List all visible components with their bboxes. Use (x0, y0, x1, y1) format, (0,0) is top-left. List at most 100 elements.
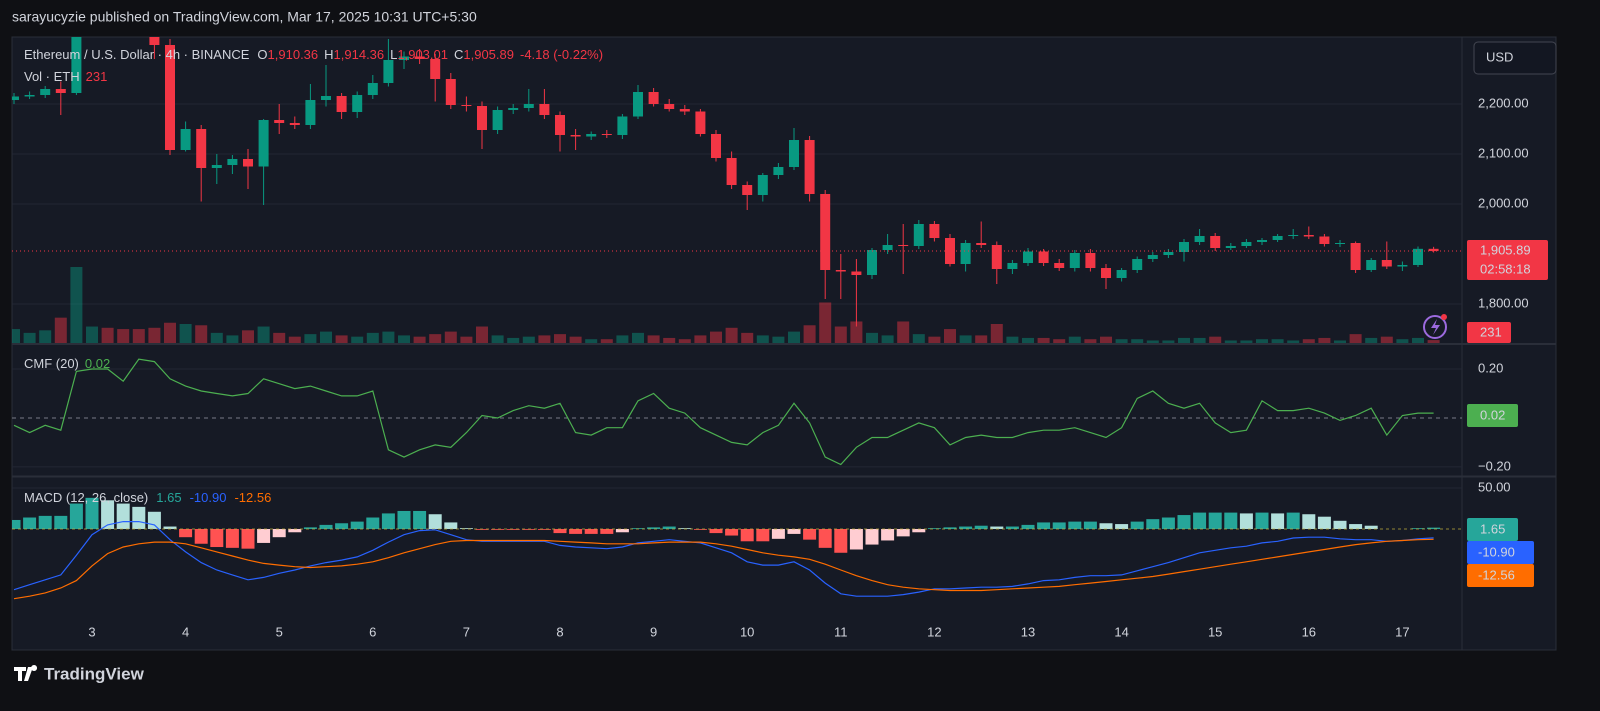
volume-bar (1412, 337, 1424, 343)
indicator-line (13, 538, 1434, 600)
candle-body (570, 135, 581, 137)
signal-box-label: -12.56 (1478, 567, 1515, 582)
histogram-bar (1349, 524, 1363, 529)
histogram-bar (1005, 526, 1019, 529)
histogram-bar (1037, 522, 1051, 529)
volume-bar (725, 327, 738, 343)
histogram-bar (849, 528, 863, 550)
countdown: 02:58:18 (1480, 261, 1531, 276)
candle-body (929, 224, 940, 238)
volume-bar (398, 335, 410, 343)
volume-bar (507, 337, 520, 343)
volume-bar (788, 331, 800, 343)
candle-body (555, 115, 565, 135)
volume-bar (585, 339, 598, 343)
ohlc-value: 1,903.01 (397, 47, 448, 62)
y-tick-label: 1,800.00 (1478, 295, 1529, 310)
histogram-bar (459, 528, 473, 529)
volume-bar (1162, 340, 1175, 343)
histogram-bar (132, 506, 146, 529)
volume-bar (647, 335, 660, 343)
histogram-bar (288, 528, 302, 533)
volume-bar (1022, 337, 1034, 343)
histogram-bar (865, 528, 879, 545)
volume-bar (1365, 337, 1378, 343)
volume-bar (1084, 339, 1097, 343)
last-price-label: 1,905.89 (1480, 242, 1531, 257)
symbol-title: Ethereum / U.S. Dollar · 4h · BINANCE (24, 47, 250, 62)
signal-last: -12.56 (234, 490, 271, 505)
histogram-bar (23, 517, 37, 529)
y-tick-label: 2,100.00 (1478, 145, 1529, 160)
candle-body (898, 245, 909, 246)
histogram-bar (1193, 512, 1207, 529)
candle-body (539, 104, 550, 115)
volume-bar (1396, 339, 1409, 343)
histogram-bar (959, 526, 973, 529)
volume-bar (39, 330, 52, 343)
hist-box (1467, 518, 1518, 541)
publisher-line: sarayucyzie published on TradingView.com… (12, 9, 477, 25)
volume-bar (944, 329, 956, 343)
volume-bar (1427, 340, 1440, 343)
candle-body (1241, 242, 1252, 246)
candle-body (1023, 251, 1033, 263)
candle-body (867, 250, 877, 275)
currency-label[interactable]: USD (1486, 49, 1513, 64)
currency-button[interactable] (1473, 41, 1557, 75)
candle-body (1179, 242, 1189, 252)
volume-bar (444, 331, 457, 343)
histogram-bar (725, 528, 739, 536)
histogram-bar (693, 528, 707, 530)
candle-body (711, 134, 721, 158)
volume-box-label: 231 (1480, 324, 1502, 339)
candle-body (960, 243, 971, 264)
cmf-pane (12, 358, 1462, 466)
candle-body (804, 140, 815, 194)
histogram-bar (147, 511, 161, 529)
histogram-bar (366, 517, 380, 529)
histogram-bar (303, 527, 317, 529)
ohlc-value: 1,905.89 (463, 47, 514, 62)
candle-body (633, 92, 643, 117)
histogram-bar (834, 528, 848, 553)
candle-body (913, 224, 924, 246)
candle-body (1101, 268, 1111, 278)
ohlc-value: 1,914.36 (334, 47, 385, 62)
volume-bar (1318, 337, 1331, 343)
volume-bar (117, 329, 130, 343)
volume-bar (132, 329, 145, 343)
histogram-bar (662, 526, 676, 529)
volume-bar (538, 335, 551, 343)
candle-body (1225, 246, 1236, 248)
assistant-icon[interactable] (1423, 315, 1447, 339)
candle-body (820, 194, 831, 270)
cmf-legend: CMF (20) 0.02 (24, 356, 110, 371)
candle-body (1069, 253, 1080, 268)
x-tick-label: 15 (1208, 624, 1222, 639)
candle-body (726, 158, 737, 185)
volume-bar (881, 335, 894, 343)
histogram-bar (771, 528, 785, 539)
cmf-title: CMF (20) (24, 356, 79, 371)
histogram-bar (709, 528, 723, 534)
volume-bar (772, 336, 785, 343)
x-tick-label: 11 (834, 624, 848, 639)
x-tick-label: 12 (927, 624, 941, 639)
volume-bar (366, 332, 379, 343)
histogram-bar (194, 528, 208, 544)
histogram-bar (444, 522, 458, 529)
candle-body (243, 159, 253, 167)
volume-last: 231 (86, 69, 108, 84)
volume-bar (476, 326, 488, 343)
volume-bar (335, 335, 348, 343)
candle-body (523, 104, 534, 108)
volume-bar (1302, 339, 1315, 343)
histogram-bar (381, 513, 395, 529)
cmf-box-label: 0.02 (1480, 407, 1505, 422)
candle-body (165, 45, 175, 150)
last-price-box (1467, 240, 1548, 280)
ohlc-key: C (454, 47, 463, 62)
